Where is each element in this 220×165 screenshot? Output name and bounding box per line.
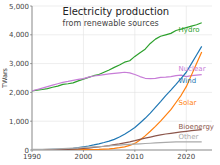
x-tick-label: 1990 — [23, 153, 41, 161]
series-line — [32, 72, 202, 91]
title: Electricity production — [63, 6, 170, 17]
series-line — [32, 142, 202, 150]
series-line — [32, 130, 202, 150]
plot-area — [32, 23, 202, 150]
y-tick-label: 3,000 — [9, 60, 29, 68]
y-tick-label: 2,000 — [9, 89, 29, 97]
series-line — [32, 23, 202, 91]
series-label: Hydro — [179, 26, 200, 34]
y-tick-label: 5,000 — [9, 3, 29, 11]
y-tick-label: 1,000 — [9, 118, 29, 126]
series-label: Wind — [179, 77, 197, 85]
y-grid-line — [32, 34, 212, 35]
series-label: Bioenergy — [179, 123, 214, 131]
series-label: Nuclear — [179, 65, 206, 73]
x-grid-line — [32, 6, 33, 150]
y-tick-label: 4,000 — [9, 31, 29, 39]
x-tick-label: 2010 — [126, 153, 144, 161]
series-line — [32, 52, 202, 150]
series-label: Other — [179, 133, 199, 141]
x-tick-label: 2020 — [177, 153, 195, 161]
y-axis-line — [32, 6, 33, 150]
y-grid-line — [32, 92, 212, 93]
subtitle: from renewable sources — [63, 19, 159, 28]
x-tick-label: 2000 — [75, 153, 93, 161]
series-label: Solar — [179, 99, 197, 107]
y-axis-label: TWars — [1, 67, 9, 89]
y-grid-line — [32, 121, 212, 122]
series-line — [32, 46, 202, 150]
chart: 01,0002,0003,0004,0005,00019902000201020… — [0, 0, 220, 165]
